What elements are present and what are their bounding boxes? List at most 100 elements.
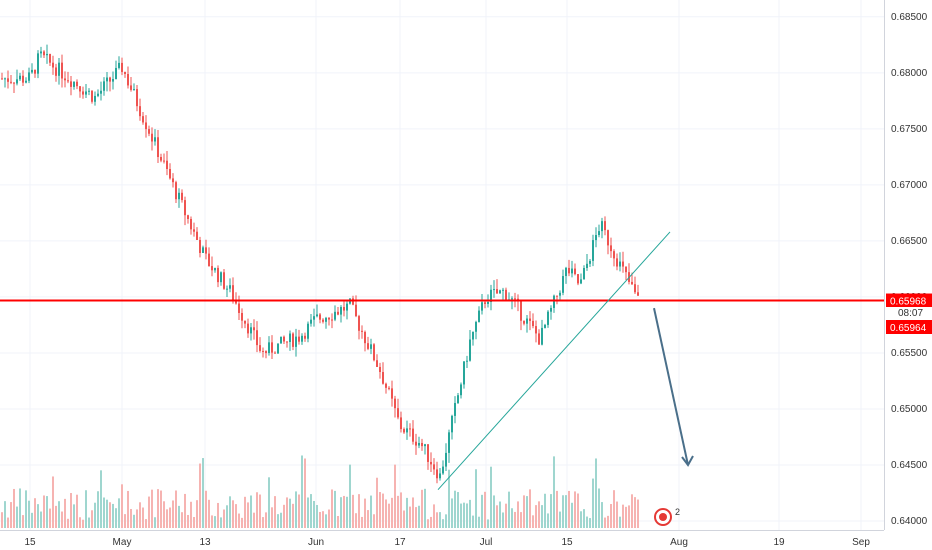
event-marker[interactable]: 2 bbox=[654, 507, 680, 526]
candle-body bbox=[64, 78, 66, 81]
volume-bar bbox=[196, 500, 198, 528]
volume-bar bbox=[490, 466, 492, 528]
volume-bar bbox=[127, 490, 129, 528]
volume-bar bbox=[430, 516, 432, 528]
volume-bar bbox=[163, 501, 165, 528]
volume-bar bbox=[364, 498, 366, 528]
volume-bar bbox=[166, 509, 168, 528]
volume-bar bbox=[502, 512, 504, 528]
volume-bar bbox=[136, 509, 138, 528]
volume-bar bbox=[229, 496, 231, 528]
candle-body bbox=[292, 333, 294, 347]
candle-body bbox=[112, 79, 114, 82]
volume-bar bbox=[613, 490, 615, 528]
candle-body bbox=[130, 85, 132, 90]
candle-body bbox=[133, 89, 135, 91]
candle-body bbox=[115, 67, 117, 80]
volume-bar bbox=[541, 505, 543, 528]
volume-bar bbox=[382, 493, 384, 528]
candle-body bbox=[319, 314, 321, 320]
candle-body bbox=[454, 402, 456, 416]
candle-body bbox=[535, 326, 537, 334]
volume-bar bbox=[40, 511, 42, 528]
candle-body bbox=[583, 268, 585, 280]
volume-bar bbox=[469, 499, 471, 528]
candle-body bbox=[283, 336, 285, 342]
volume-bar bbox=[304, 458, 306, 528]
volume-bar bbox=[238, 513, 240, 528]
candle-body bbox=[40, 51, 42, 54]
candle-body bbox=[430, 461, 432, 465]
volume-bar bbox=[271, 507, 273, 528]
volume-bar bbox=[91, 510, 93, 528]
candle-body bbox=[619, 261, 621, 267]
candle-body bbox=[16, 79, 18, 84]
candle-body bbox=[109, 77, 111, 82]
candle-body bbox=[433, 464, 435, 470]
candle-body bbox=[382, 372, 384, 384]
volume-bar bbox=[631, 494, 633, 528]
candle-body bbox=[34, 69, 36, 74]
volume-bar bbox=[463, 502, 465, 528]
candle-body bbox=[73, 81, 75, 87]
event-marker-count: 2 bbox=[675, 507, 680, 517]
candle-body bbox=[145, 122, 147, 130]
candle-body bbox=[118, 62, 120, 68]
candle-body bbox=[223, 272, 225, 289]
candle-body bbox=[610, 245, 612, 252]
volume-bar bbox=[409, 506, 411, 528]
volume-bar bbox=[355, 513, 357, 528]
volume-bar bbox=[13, 488, 15, 528]
candle-body bbox=[484, 302, 486, 304]
time-tick-label: Aug bbox=[670, 537, 688, 548]
price-tick-label: 0.64000 bbox=[891, 516, 928, 527]
trendline[interactable] bbox=[437, 231, 671, 490]
volume-bar bbox=[547, 513, 549, 528]
volume-bar bbox=[112, 503, 114, 528]
candle-body bbox=[529, 318, 531, 321]
candle-body bbox=[307, 323, 309, 339]
volume-bar bbox=[55, 505, 57, 528]
candle-body bbox=[499, 290, 501, 294]
candle-body bbox=[70, 81, 72, 87]
volume-bar bbox=[46, 496, 48, 528]
candle-body bbox=[406, 428, 408, 433]
candle-body bbox=[313, 316, 315, 320]
candle-body bbox=[511, 298, 513, 300]
volume-bar bbox=[193, 517, 195, 528]
volume-bar bbox=[337, 516, 339, 528]
volume-bar bbox=[448, 469, 450, 528]
candle-body bbox=[466, 360, 468, 362]
volume-bar bbox=[358, 494, 360, 528]
candle-body bbox=[151, 133, 153, 142]
projection-arrow[interactable] bbox=[653, 307, 694, 467]
volume-bar bbox=[283, 504, 285, 528]
candle-body bbox=[415, 441, 417, 446]
volume-bar bbox=[565, 495, 567, 528]
time-tick-label: 15 bbox=[24, 537, 36, 548]
candle-body bbox=[391, 388, 393, 399]
candle-body bbox=[460, 384, 462, 396]
candle-body bbox=[106, 77, 108, 82]
candle-body bbox=[592, 240, 594, 261]
volume-bar bbox=[340, 497, 342, 528]
candle-body bbox=[403, 429, 405, 433]
candle-body bbox=[19, 75, 21, 80]
price-axis-panel[interactable] bbox=[884, 0, 932, 550]
candle-body bbox=[532, 320, 534, 327]
volume-bar bbox=[85, 490, 87, 528]
candle-body bbox=[205, 247, 207, 254]
candle-body bbox=[427, 444, 429, 462]
volume-bar bbox=[379, 492, 381, 528]
volume-bar bbox=[151, 489, 153, 528]
volume-bar bbox=[31, 512, 33, 528]
candle-body bbox=[394, 398, 396, 409]
volume-bar bbox=[25, 490, 27, 528]
candle-body bbox=[79, 86, 81, 92]
candle-body bbox=[445, 452, 447, 467]
candle-body bbox=[157, 137, 159, 158]
volume-bar bbox=[424, 488, 426, 528]
volume-bar bbox=[259, 494, 261, 528]
